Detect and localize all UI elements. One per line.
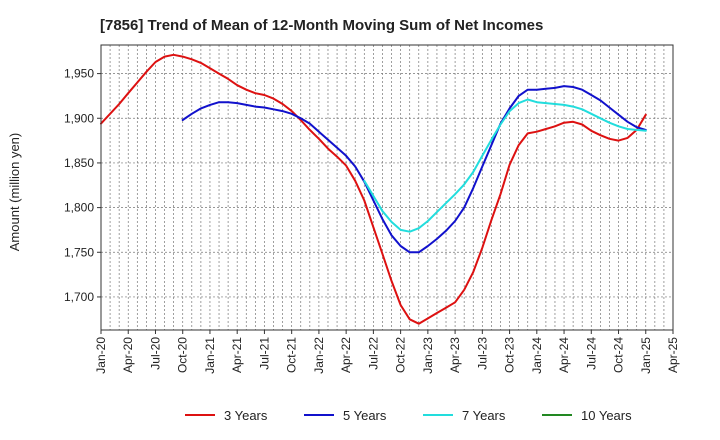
- x-tick-label: Apr-25: [666, 337, 680, 373]
- x-tick-label: Jan-25: [639, 337, 653, 374]
- legend-label-7-years: 7 Years: [462, 408, 506, 423]
- plot-background: [101, 45, 673, 330]
- x-tick-label: Jan-20: [94, 337, 108, 374]
- legend-label-10-years: 10 Years: [581, 408, 632, 423]
- x-tick-label: Oct-23: [503, 337, 517, 373]
- x-tick-label: Oct-20: [176, 337, 190, 373]
- x-tick-label: Apr-22: [339, 337, 353, 373]
- x-tick-label: Apr-23: [448, 337, 462, 373]
- series-lines: [100, 53, 647, 325]
- series-line-7-years: [363, 98, 647, 233]
- series-line-5-years: [181, 85, 647, 254]
- plot-area: [101, 45, 673, 330]
- x-tick-label: Apr-24: [557, 337, 571, 373]
- x-tick-label: Jul-24: [584, 337, 598, 370]
- y-tick-label: 1,750: [64, 245, 94, 259]
- x-tick-label: Jul-20: [148, 337, 162, 370]
- y-tick-label: 1,850: [64, 156, 94, 170]
- legend: 3 Years 5 Years 7 Years 10 Years: [185, 408, 632, 423]
- x-tick-label: Oct-21: [285, 337, 299, 373]
- x-axis-ticks: Jan-20 Apr-20 Jul-20 Oct-20 Jan-21 Apr-21 Jul-…: [94, 330, 680, 374]
- plot-frame: [100, 44, 674, 331]
- x-tick-label: Apr-20: [121, 337, 135, 373]
- y-axis-label: Amount (million yen): [7, 133, 22, 252]
- y-tick-label: 1,700: [64, 290, 94, 304]
- series-line-3-years: [100, 53, 647, 325]
- y-tick-label: 1,800: [64, 201, 94, 215]
- y-axis-ticks: 1,700 1,750 1,800 1,850 1,900 1,950: [64, 67, 101, 304]
- legend-label-5-years: 5 Years: [343, 408, 387, 423]
- x-tick-label: Jan-21: [203, 337, 217, 374]
- grid-lines: [101, 45, 673, 330]
- legend-label-3-years: 3 Years: [224, 408, 268, 423]
- y-tick-label: 1,900: [64, 111, 94, 125]
- y-tick-label: 1,950: [64, 67, 94, 81]
- x-tick-label: Jan-22: [312, 337, 326, 374]
- x-tick-label: Jul-23: [475, 337, 489, 370]
- x-tick-label: Oct-22: [394, 337, 408, 373]
- x-tick-label: Apr-21: [230, 337, 244, 373]
- x-tick-label: Jul-22: [366, 337, 380, 370]
- x-tick-label: Oct-24: [612, 337, 626, 373]
- chart-title: [7856] Trend of Mean of 12-Month Moving …: [100, 17, 543, 34]
- x-tick-label: Jul-21: [257, 337, 271, 370]
- x-tick-label: Jan-24: [530, 337, 544, 374]
- x-tick-label: Jan-23: [421, 337, 435, 374]
